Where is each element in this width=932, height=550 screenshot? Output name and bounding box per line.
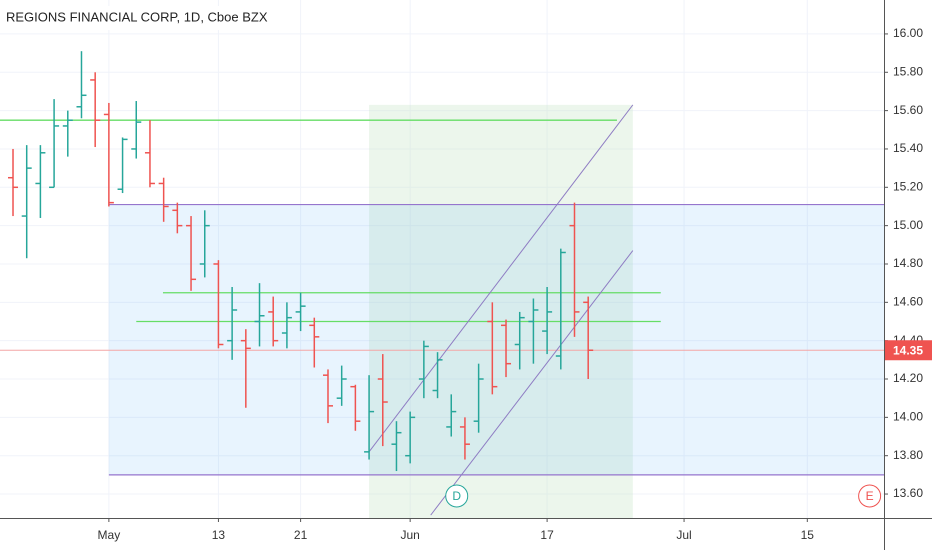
- y-tick-label: 13.60: [893, 486, 923, 500]
- last-price-box: [885, 340, 932, 361]
- chart-title: REGIONS FINANCIAL CORP, 1D, Cboe BZX: [6, 9, 268, 24]
- x-tick-label: 17: [540, 528, 554, 542]
- channel-line: [430, 250, 634, 516]
- last-price-label: 14.35: [893, 343, 923, 357]
- event-marker: [858, 484, 882, 508]
- x-tick-label: May: [98, 528, 121, 542]
- event-label: D: [452, 489, 461, 503]
- y-tick-label: 15.20: [893, 179, 923, 193]
- x-tick-label: 13: [212, 528, 226, 542]
- title-backing: [0, 6, 250, 30]
- event-marker: [445, 484, 469, 508]
- y-tick-label: 13.80: [893, 448, 923, 462]
- event-label: E: [866, 489, 874, 503]
- x-tick-label: Jul: [676, 528, 691, 542]
- y-tick-label: 15.80: [893, 64, 923, 78]
- y-tick-label: 15.40: [893, 141, 923, 155]
- y-tick-label: 14.60: [893, 294, 923, 308]
- y-tick-label: 15.00: [893, 218, 923, 232]
- y-tick-label: 14.20: [893, 371, 923, 385]
- x-tick-label: 21: [294, 528, 308, 542]
- y-tick-label: 15.60: [893, 103, 923, 117]
- y-tick-label: 16.00: [893, 26, 923, 40]
- channel-line: [368, 104, 634, 453]
- y-tick-label: 14.80: [893, 256, 923, 270]
- x-tick-label: 15: [801, 528, 815, 542]
- range-rectangle: [108, 204, 885, 475]
- y-tick-label: 14.00: [893, 410, 923, 424]
- x-tick-label: Jun: [400, 528, 419, 542]
